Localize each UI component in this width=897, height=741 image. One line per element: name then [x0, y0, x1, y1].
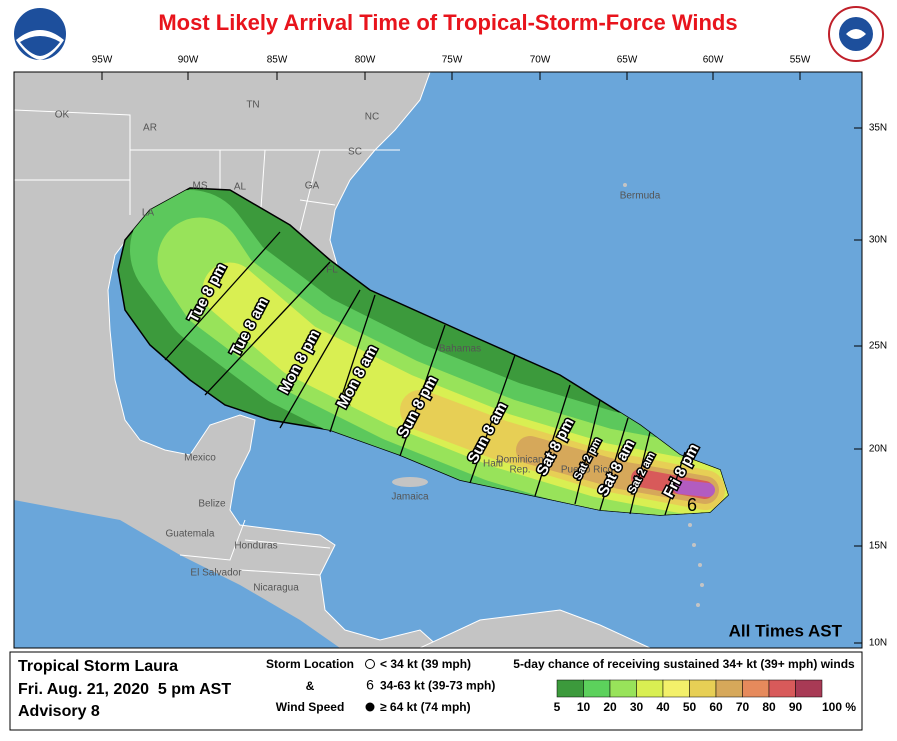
scale-swatch [609, 679, 637, 698]
map-frame [13, 71, 863, 649]
scale-swatch [636, 679, 664, 698]
scale-swatch [689, 679, 717, 698]
scale-swatch [662, 679, 690, 698]
scale-swatch [768, 679, 796, 698]
place-label: AL [234, 182, 247, 193]
place-label: OK [55, 110, 70, 121]
location-heading: Storm Location [266, 657, 354, 671]
symbol-label: ≥ 64 kt (74 mph) [380, 700, 471, 714]
place-label: TN [246, 100, 259, 111]
longitude-label: 65W [617, 55, 638, 66]
scale-label: 5 [554, 700, 561, 714]
scale-label: 100 % [822, 700, 856, 714]
scale-label: 30 [630, 700, 644, 714]
latitude-label: 10N [869, 638, 887, 649]
probability-title: 5-day chance of receiving sustained 34+ … [513, 657, 855, 671]
title: Most Likely Arrival Time of Tropical-Sto… [158, 10, 737, 35]
place-label: Honduras [234, 541, 277, 552]
scale-label: 40 [656, 700, 670, 714]
place-label: Jamaica [391, 492, 429, 503]
scale-swatch [742, 679, 770, 698]
place-label: Nicaragua [253, 583, 299, 594]
storm-symbol: 6 [687, 495, 697, 515]
scale-label: 70 [736, 700, 750, 714]
probability-swath [117, 187, 729, 516]
longitude-label: 60W [703, 55, 724, 66]
place-label: Rep. [509, 465, 530, 476]
scale-label: 90 [789, 700, 803, 714]
place-label: Haiti [483, 459, 503, 470]
place-label: Dominican [496, 455, 543, 466]
longitude-label: 80W [355, 55, 376, 66]
scale-label: 50 [683, 700, 697, 714]
longitude-label: 75W [442, 55, 463, 66]
latitude-label: 25N [869, 341, 887, 352]
issue-time: Fri. Aug. 21, 2020 5 pm AST [18, 681, 231, 698]
place-label: El Salvador [190, 568, 242, 579]
latitude-label: 20N [869, 444, 887, 455]
scale-label: 80 [762, 700, 776, 714]
place-label: Belize [198, 499, 226, 510]
longitude-label: 70W [530, 55, 551, 66]
latitude-label: 30N [869, 235, 887, 246]
scale-swatch [795, 679, 823, 698]
scale-label: 10 [577, 700, 591, 714]
storm-name: Tropical Storm Laura [18, 658, 178, 675]
scale-label: 20 [603, 700, 617, 714]
scale-label: 60 [709, 700, 723, 714]
place-label: SC [348, 147, 362, 158]
place-label: Puerto Rico [561, 465, 614, 476]
place-label: LA [142, 208, 155, 219]
latitude-label: 15N [869, 541, 887, 552]
latitude-label: 35N [869, 123, 887, 134]
advisory: Advisory 8 [18, 703, 100, 720]
time-zone-note: All Times AST [729, 621, 843, 640]
symbol-label: < 34 kt (39 mph) [380, 657, 471, 671]
longitude-label: 95W [92, 55, 113, 66]
noaa-logo [12, 6, 68, 62]
scale-swatch [556, 679, 584, 698]
wind-heading: Wind Speed [276, 700, 345, 714]
svg-text:6: 6 [366, 677, 374, 693]
symbol-label: 34-63 kt (39-73 mph) [380, 679, 495, 693]
longitude-label: 90W [178, 55, 199, 66]
place-label: Bermuda [620, 191, 661, 202]
place-label: AR [143, 123, 157, 134]
place-label: FL [326, 265, 338, 276]
longitude-label: 85W [267, 55, 288, 66]
place-label: NC [365, 112, 379, 123]
nws-logo [828, 6, 884, 62]
scale-swatch [583, 679, 611, 698]
ampersand: & [306, 679, 315, 693]
legend: Tropical Storm Laura Fri. Aug. 21, 2020 … [9, 651, 863, 731]
place-label: GA [305, 181, 320, 192]
scale-swatch [715, 679, 743, 698]
place-label: Mexico [184, 453, 216, 464]
place-label: MS [193, 181, 208, 192]
map: 6 [14, 72, 862, 648]
place-label: Bahamas [439, 344, 481, 355]
place-label: Guatemala [166, 529, 215, 540]
longitude-label: 55W [790, 55, 811, 66]
